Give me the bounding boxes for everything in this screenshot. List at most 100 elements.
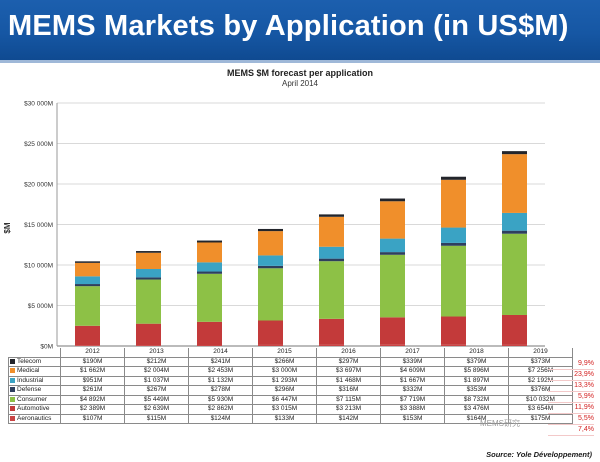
table-cell: $3 000M [252,366,317,377]
table-cell: $1 662M [60,366,125,377]
table-cell: $1 132M [188,375,253,386]
legend-swatch [10,387,15,393]
table-header-cell: 2015 [252,348,317,358]
table-row-label: Consumer [8,394,61,405]
table-cell: $153M [380,413,445,424]
table-cell: $266M [252,356,317,367]
y-tick-label: $20 000M [24,182,53,189]
bar-segment-aeronautics-2016 [319,344,344,346]
table-corner [9,348,61,357]
table-cell: $3 697M [316,366,381,377]
y-tick-label: $0M [40,344,53,351]
table-row: Industrial $951M $1 037M $1 132M $1 293M $1 4… [8,375,573,386]
bar-segment-industrial-2015 [258,255,283,266]
bar-segment-aeronautics-2017 [380,344,405,346]
table-cell: $261M [60,385,125,396]
table-row: Defense $261M $267M $278M $296M $316M $332M $35… [8,385,573,396]
bar-segment-industrial-2013 [136,268,161,278]
table-row-label: Automotive [8,404,61,415]
growth-rate-column: 9,9% 23,9% 13,3% 5,9% 11,9% 5,5% 7,4% [548,359,594,436]
table-cell: $1 468M [316,375,381,386]
row-label-text: Aeronautics [17,414,52,422]
growth-rate: 5,5% [548,414,594,425]
chart-title: MEMS $M forecast per application [226,68,374,78]
table-cell: $5 896M [444,366,509,377]
stacked-bar-chart: $0M $5 000M $10 000M $15 000M $20 000M $25 00… [3,101,545,351]
watermark: MEMS研究 [480,419,520,428]
bar-segment-telecom-2012 [75,261,100,263]
legend-swatch [10,406,15,412]
table-cell: $142M [316,413,381,424]
bar-segment-automotive-2012 [75,325,100,346]
title-banner: MEMS Markets by Application (in US$M) [0,0,600,63]
bar-segment-aeronautics-2014 [197,344,222,346]
table-cell: $6 447M [252,394,317,405]
table-row-label: Industrial [8,375,61,386]
bar-segment-telecom-2017 [380,198,405,202]
table-row-label: Aeronautics [8,413,61,424]
table-cell: $7 115M [316,394,381,405]
bar-segment-consumer-2019 [502,233,527,315]
bar-segment-aeronautics-2015 [258,344,283,346]
table-row-label: Medical [8,366,61,377]
bar-segment-telecom-2013 [136,251,161,253]
table-row: Telecom $190M $212M $241M $266M $297M $339M $37… [8,356,573,367]
growth-rate: 7,4% [548,425,594,436]
legend-swatch [10,396,15,402]
table-cell: $1 037M [124,375,189,386]
bar-segment-telecom-2018 [441,176,466,180]
table-cell: $133M [252,413,317,424]
table-cell: $190M [60,356,125,367]
table-cell: $278M [188,385,253,396]
bar-segment-consumer-2016 [319,261,344,319]
table-cell: $3 015M [252,404,317,415]
table-cell: $1 293M [252,375,317,386]
y-axis-label: $M [3,222,12,233]
bar-segment-industrial-2018 [441,227,466,243]
growth-rate: 9,9% [548,359,594,370]
table-cell: $267M [124,385,189,396]
table-cell: $2 004M [124,366,189,377]
bar-segment-defense-2013 [136,277,161,280]
table-header-cell: 2014 [188,348,253,358]
bar-segment-telecom-2014 [197,240,222,243]
bar-segment-medical-2016 [319,216,344,247]
y-tick-label: $10 000M [24,263,53,270]
table-cell: $339M [380,356,445,367]
table-cell: $7 719M [380,394,445,405]
row-label-text: Defense [17,386,42,394]
table-cell: $107M [60,413,125,424]
table-cell: $8 732M [444,394,509,405]
bar-segment-automotive-2017 [380,317,405,345]
legend-swatch [10,358,15,364]
table-cell: $2 453M [188,366,253,377]
bar-segment-defense-2014 [197,271,222,274]
bar-segment-medical-2012 [75,262,100,277]
table-cell: $212M [124,356,189,367]
growth-rate: 23,9% [548,370,594,381]
table-cell: $379M [444,356,509,367]
table-row: Aeronautics $107M $115M $124M $133M $142M $153… [8,413,573,424]
bar-segment-industrial-2017 [380,238,405,253]
y-tick-label: $15 000M [24,222,53,229]
table-cell: $2 639M [124,404,189,415]
bar-segment-consumer-2013 [136,279,161,324]
bar-segment-consumer-2018 [441,245,466,317]
table-cell: $5 449M [124,394,189,405]
legend-swatch [10,368,15,374]
legend-swatch [10,415,15,421]
table-cell: $2 862M [188,404,253,415]
chart-subtitle: April 2014 [281,79,319,88]
row-label-text: Medical [17,367,40,375]
bar-segment-medical-2015 [258,231,283,256]
bar-segment-consumer-2017 [380,254,405,318]
bar-segment-industrial-2019 [502,212,527,231]
y-tick-label: $30 000M [24,101,53,108]
table-header-cell: 2016 [316,348,381,358]
y-tick-label: $25 000M [24,141,53,148]
data-table: 2012 2013 2014 2015 2016 2017 2018 2019 Telecom $… [8,348,573,424]
bar-segment-aeronautics-2013 [136,345,161,346]
table-cell: $4 892M [60,394,125,405]
table-header-row: 2012 2013 2014 2015 2016 2017 2018 2019 [9,348,573,358]
bar-segment-defense-2019 [502,230,527,234]
